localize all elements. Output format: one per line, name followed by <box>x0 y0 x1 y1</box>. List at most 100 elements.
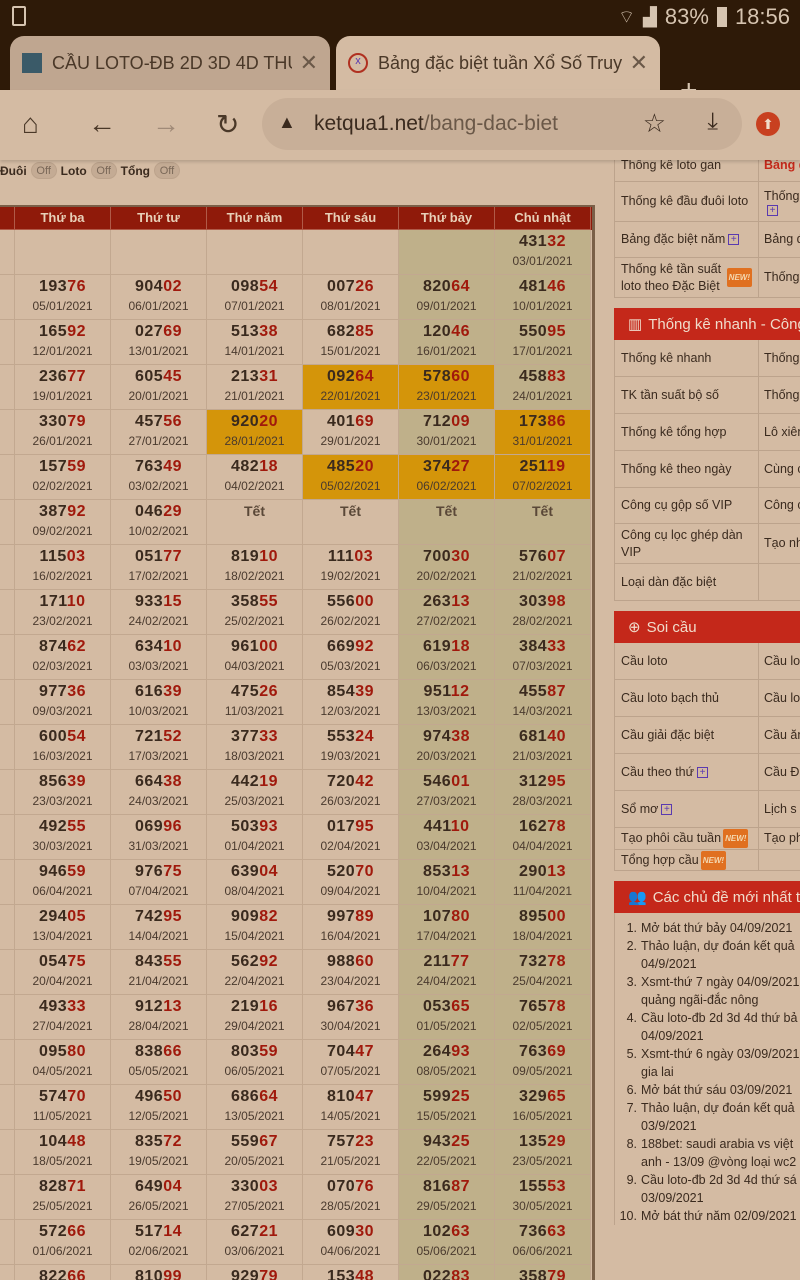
address-bar[interactable]: ▲ ketqua1.net/bang-dac-biet ☆ ⤓ <box>262 98 742 150</box>
prize-tail-digits: 59 <box>67 863 86 880</box>
tab-bang-dac-biet[interactable]: x Bảng đặc biệt tuần Xổ Số Truy ✕ <box>336 36 660 90</box>
prize-number: 57266 <box>39 1223 86 1240</box>
topic-item[interactable]: 4. Cầu loto-đb 2d 3d 4d thứ bả 04/09/2021 <box>615 1009 800 1045</box>
prize-tail-digits: 31 <box>259 368 278 385</box>
close-tab-icon[interactable]: ✕ <box>629 50 648 75</box>
topic-item[interactable]: 1. Mở bát thứ bảy 04/09/2021 <box>615 919 800 937</box>
table-cell: 63410 03/03/2021 <box>111 635 207 680</box>
topic-item[interactable]: 10. Mở bát thứ năm 02/09/2021 <box>615 1207 800 1225</box>
topic-link[interactable]: 188bet: saudi arabia vs việt anh - 13/09… <box>641 1137 797 1169</box>
topic-item[interactable]: 8. 188bet: saudi arabia vs việt anh - 13/… <box>615 1135 800 1171</box>
toggle-tong[interactable]: Off <box>154 162 180 179</box>
table-cell: 11103 19/02/2021 <box>303 545 399 590</box>
sidebar-link[interactable]: Tạo ph <box>759 828 800 849</box>
sidebar-link[interactable]: Bảng đ <box>759 150 800 181</box>
sidebar-link[interactable]: Công cụ lọc ghép dàn VIP <box>615 524 759 563</box>
prize-date: 27/04/2021 <box>32 1019 93 1033</box>
sidebar-link[interactable]: Thống kê tổng hợp <box>615 414 759 450</box>
sidebar-link[interactable] <box>759 850 800 870</box>
topic-item[interactable]: 7. Thảo luận, dự đoán kết quả 03/9/2021 <box>615 1099 800 1135</box>
topic-link[interactable]: Cầu loto-đb 2d 3d 4d thứ sá 03/09/2021 <box>641 1173 797 1205</box>
toggle-duoi[interactable]: Off <box>30 162 57 179</box>
prize-tail-digits: 01 <box>451 773 470 790</box>
sidebar-link[interactable]: Bảng đặc biệt năm + <box>615 222 759 257</box>
home-icon[interactable]: ⌂ <box>22 108 39 139</box>
sidebar-link[interactable]: Tạo nh biệt <box>759 524 800 563</box>
topic-link[interactable]: Mở bát thứ năm 02/09/2021 <box>641 1209 797 1223</box>
sidebar-link[interactable]: Thống kê đầu đuôi loto <box>615 182 759 221</box>
sidebar-link[interactable]: Tổng hợp cầu NEW! <box>615 850 759 870</box>
topic-link[interactable]: Mở bát thứ bảy 04/09/2021 <box>641 921 793 935</box>
sidebar-link[interactable]: Sổ mơ + <box>615 791 759 827</box>
prize-number: 62721 <box>231 1223 278 1240</box>
sidebar-link[interactable]: Cùng c <box>759 451 800 487</box>
sidebar-link[interactable]: Lô xiên <box>759 414 800 450</box>
expand-plus-icon[interactable]: + <box>728 234 740 245</box>
topic-item[interactable]: 2. Thảo luận, dự đoán kết quả 04/9/2021 <box>615 937 800 973</box>
sidebar-link[interactable]: Cầu Đ <box>759 754 800 790</box>
prize-date: 31/01/2021 <box>512 434 573 448</box>
prize-number: 02283 <box>399 1268 494 1280</box>
table-cell: 38433 07/03/2021 <box>495 635 591 680</box>
table-cell: 48146 10/01/2021 <box>495 275 591 320</box>
sidebar-link[interactable]: Thống theo lo <box>759 258 800 297</box>
topic-link[interactable]: Xsmt-thứ 7 ngày 04/09/2021 quảng ngãi-đắ… <box>641 975 800 1007</box>
forward-icon[interactable]: → <box>152 108 180 139</box>
soi-cau-links: Cầu loto Cầu lo Cầu loto bạch thủ Cầu lo Cầu… <box>614 643 800 871</box>
sidebar-link[interactable]: Công cụ gộp số VIP <box>615 488 759 523</box>
download-icon[interactable]: ⤓ <box>707 108 718 135</box>
update-icon[interactable]: ⬆ <box>756 112 780 136</box>
topic-item[interactable]: 5. Xsmt-thứ 6 ngày 03/09/2021 gia lai <box>615 1045 800 1081</box>
sidebar-link[interactable]: Thống <box>759 377 800 413</box>
topic-link[interactable]: Mở bát thứ sáu 03/09/2021 <box>641 1083 793 1097</box>
sidebar-link[interactable]: Bảng đ <box>759 222 800 257</box>
expand-plus-icon[interactable]: + <box>767 204 778 216</box>
prize-number: 76349 <box>135 458 182 475</box>
prize-tail-digits: 23 <box>355 1133 374 1150</box>
prize-number: 31295 <box>519 773 566 790</box>
sidebar-link[interactable]: Thống kê nhanh <box>615 340 759 376</box>
prize-tail-digits: 10 <box>66 593 86 610</box>
sidebar-link[interactable]: Cầu giải đặc biệt <box>615 717 759 753</box>
sidebar-link[interactable]: Thống kê theo ngày <box>615 451 759 487</box>
topic-item[interactable]: 9. Cầu loto-đb 2d 3d 4d thứ sá 03/09/2021 <box>615 1171 800 1207</box>
sidebar-link[interactable] <box>759 564 800 600</box>
prize-date: 16/02/2021 <box>32 569 93 583</box>
prize-date: 09/01/2021 <box>416 299 477 313</box>
sidebar-link[interactable]: Thống + <box>759 182 800 221</box>
prize-number: 89500 <box>519 908 566 925</box>
sidebar-link[interactable]: Tạo phôi cầu tuần NEW! <box>615 828 759 849</box>
sidebar-link[interactable]: Thống <box>759 340 800 376</box>
sidebar-link[interactable]: Thống kê loto gan <box>615 150 759 181</box>
topic-link[interactable]: Thảo luận, dự đoán kết quả 03/9/2021 <box>641 1101 795 1133</box>
sidebar-link[interactable]: Cầu theo thứ + <box>615 754 759 790</box>
sidebar-link[interactable]: Lịch s <box>759 791 800 827</box>
sidebar-link[interactable]: Cầu loto <box>615 643 759 679</box>
toggle-loto[interactable]: Off <box>90 162 117 179</box>
table-cell: 74295 14/04/2021 <box>111 905 207 950</box>
tab-cau-loto[interactable]: CẦU LOTO-ĐB 2D 3D 4D THỨ ✕ <box>10 36 330 90</box>
expand-plus-icon[interactable]: + <box>661 803 673 815</box>
back-icon[interactable]: ← <box>88 108 116 139</box>
holiday-label: Tết <box>244 503 265 519</box>
sidebar-link[interactable]: Cầu lo <box>759 643 800 679</box>
bookmark-star-icon[interactable]: ☆ <box>642 108 666 138</box>
topic-link[interactable]: Cầu loto-đb 2d 3d 4d thứ bả 04/09/2021 <box>641 1011 798 1043</box>
sidebar-link[interactable]: Cầu ăn <box>759 717 800 753</box>
not-secure-warning-icon[interactable]: ▲ <box>278 112 296 132</box>
sidebar-link[interactable]: Loại dàn đặc biệt <box>615 564 759 600</box>
sidebar-link[interactable]: Thống kê tần suất loto theo Đặc Biệt NEW! <box>615 258 759 297</box>
topic-item[interactable]: 3. Xsmt-thứ 7 ngày 04/09/2021 quảng ngãi-… <box>615 973 800 1009</box>
reload-icon[interactable]: ↻ <box>216 109 240 140</box>
topic-link[interactable]: Xsmt-thứ 6 ngày 03/09/2021 gia lai <box>641 1047 800 1079</box>
close-tab-icon[interactable]: ✕ <box>299 50 318 75</box>
table-cell: 40169 29/01/2021 <box>303 410 399 455</box>
sidebar-link[interactable]: Công c <box>759 488 800 523</box>
topic-item[interactable]: 6. Mở bát thứ sáu 03/09/2021 <box>615 1081 800 1099</box>
topic-link[interactable]: Thảo luận, dự đoán kết quả 04/9/2021 <box>641 939 795 971</box>
table-cell: 30398 28/02/2021 <box>495 590 591 635</box>
sidebar-link[interactable]: Cầu lo <box>759 680 800 716</box>
sidebar-link[interactable]: Cầu loto bạch thủ <box>615 680 759 716</box>
sidebar-link[interactable]: TK tần suất bộ số <box>615 377 759 413</box>
expand-plus-icon[interactable]: + <box>697 766 708 778</box>
